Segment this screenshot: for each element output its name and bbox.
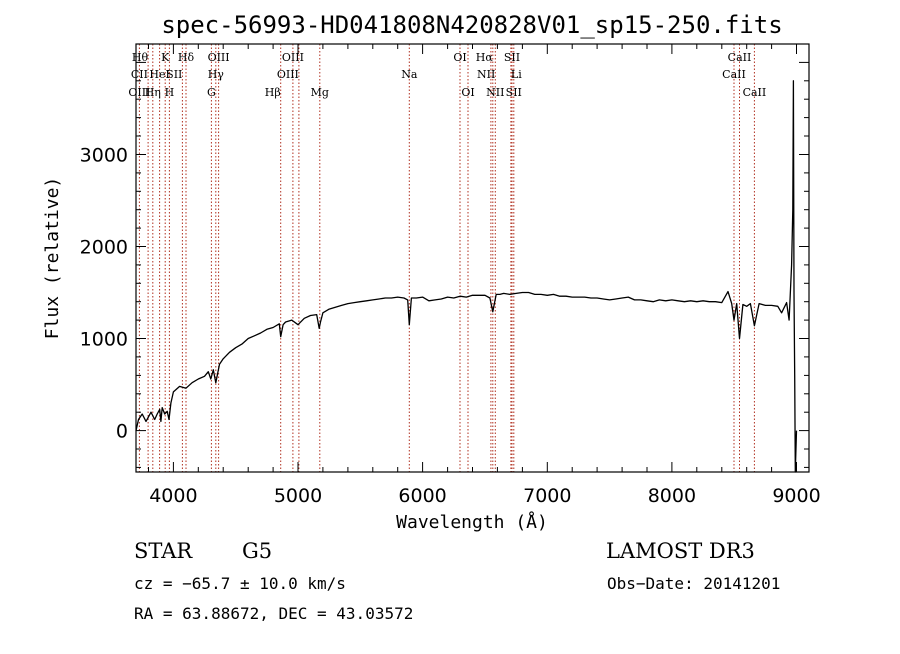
line-label-nii-15: NII <box>477 68 495 81</box>
spectrum-series <box>135 80 798 473</box>
line-label-sii-7: SII <box>504 51 520 64</box>
y-tick-label-2000: 2000 <box>80 237 128 259</box>
line-label-h-20: H <box>165 86 175 99</box>
line-label-caii-27: CaII <box>743 86 767 99</box>
y-tick-label-1000: 1000 <box>80 329 128 351</box>
y-axis-ticks: 0 1000 2000 3000 <box>80 43 809 468</box>
line-label-sii-26: SII <box>506 86 522 99</box>
obs-date-text: Obs−Date: 20141201 <box>607 574 780 593</box>
line-label-cii-9: CII <box>131 68 148 81</box>
x-tick-label-9000: 9000 <box>772 485 820 507</box>
line-label-oi-5: OI <box>453 51 466 64</box>
line-label-na-14: Na <box>401 68 418 81</box>
spectrum-line <box>135 80 798 473</box>
y-tick-label-0: 0 <box>116 421 128 443</box>
line-label-caii-17: CaII <box>722 68 746 81</box>
line-label-hx-22: Hβ <box>265 86 281 99</box>
line-label-caii-8: CaII <box>728 51 752 64</box>
line-label-hx-6: Hα <box>476 51 494 64</box>
survey-name: LAMOST DR3 <box>606 539 755 563</box>
x-tick-label-6000: 6000 <box>398 485 446 507</box>
line-label-oiii-18: OIII <box>128 86 150 99</box>
line-label-hx-12: Hγ <box>208 68 225 81</box>
redshift-text: cz = −65.7 ± 10.0 km/s <box>134 574 346 593</box>
plot-frame <box>135 43 810 473</box>
x-tick-label-4000: 4000 <box>149 485 197 507</box>
y-tick-label-3000: 3000 <box>80 145 128 167</box>
spectral-line-markers <box>138 44 755 472</box>
line-label-oi-24: OI <box>461 86 474 99</box>
x-tick-label-7000: 7000 <box>523 485 571 507</box>
line-label-li-16: Li <box>511 68 522 81</box>
x-tick-label-8000: 8000 <box>648 485 696 507</box>
y-axis-label: Flux (relative) <box>42 177 63 340</box>
x-axis-ticks: 4000 5000 6000 7000 8000 9000 <box>148 44 821 507</box>
line-label-oiii-4: OIII <box>282 51 304 64</box>
line-label-k-1: K <box>161 51 170 64</box>
x-axis-label: Wavelength (Å) <box>396 511 548 533</box>
line-label-oiii-3: OIII <box>208 51 230 64</box>
coordinates-text: RA = 63.88672, DEC = 43.03572 <box>134 604 413 623</box>
line-label-nii-25: NII <box>486 86 504 99</box>
line-label-hx-19: Hη <box>145 86 161 99</box>
object-subclass: G5 <box>242 539 272 563</box>
line-label-g-21: G <box>207 86 216 99</box>
x-tick-label-5000: 5000 <box>274 485 322 507</box>
line-label-hei-10: HeI <box>149 68 169 81</box>
line-label-mg-23: Mg <box>311 86 329 99</box>
chart-title: spec-56993-HD041808N420828V01_sp15-250.f… <box>161 11 782 39</box>
object-class: STAR <box>134 539 193 563</box>
line-label-sii-11: SII <box>166 68 182 81</box>
line-label-hx-2: Hδ <box>178 51 195 64</box>
line-label-oiii-13: OIII <box>277 68 299 81</box>
